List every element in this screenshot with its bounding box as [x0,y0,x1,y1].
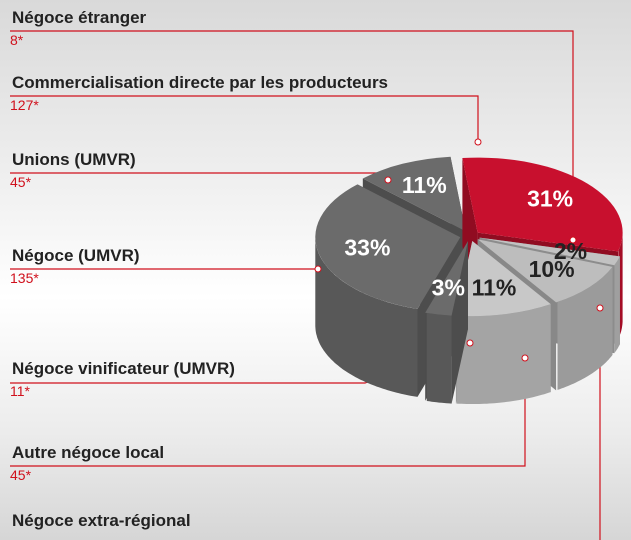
slice [455,241,551,317]
count-label: 45* [10,174,32,190]
percent-label: 10% [529,256,575,282]
percent-label: 11% [472,274,517,300]
category-label: Autre négoce local [12,443,164,462]
category-label: Négoce vinificateur (UMVR) [12,359,235,378]
leader-line [10,172,389,180]
leader-line [10,30,574,240]
slice [462,157,623,252]
category-label: Négoce (UMVR) [12,246,140,265]
leader-dot [474,138,482,146]
leader-dot [569,236,577,244]
pie: 11%31%33% 2%10%11%3% [315,156,623,404]
slice [362,156,466,232]
leader-dot [384,176,392,184]
count-label: 11* [10,383,31,399]
category-label: Unions (UMVR) [12,150,136,169]
labels: Négoce étranger 8* Commercialisation direc… [10,8,388,530]
percent-label: 33% [344,234,390,260]
leader-dot [596,304,604,312]
percent-label: 31% [527,185,573,211]
leader-dots [314,138,604,362]
leader-dot [521,354,529,362]
slice-wall [557,266,613,390]
count-label: 135* [10,270,39,286]
leader-dot [314,265,322,273]
slice [477,239,613,303]
percent-label: 3% [432,275,465,301]
percent-label: 11% [402,172,447,198]
slice [425,241,468,316]
leader-lines [10,30,601,540]
count-label: 45* [10,467,32,483]
slice-wall [315,237,418,397]
slice-wall [426,313,452,404]
category-label: Commercialisation directe par les produc… [12,73,388,92]
slice [315,184,461,309]
slice-wall [456,304,551,404]
count-label: 8* [10,32,24,48]
slice-wall [614,256,620,354]
count-label: 127* [10,97,39,113]
leader-dot [466,339,474,347]
category-label: Négoce étranger [12,8,147,27]
leader-line [10,95,479,142]
category-label: Négoce extra-régional [12,511,191,530]
slice [479,237,620,266]
